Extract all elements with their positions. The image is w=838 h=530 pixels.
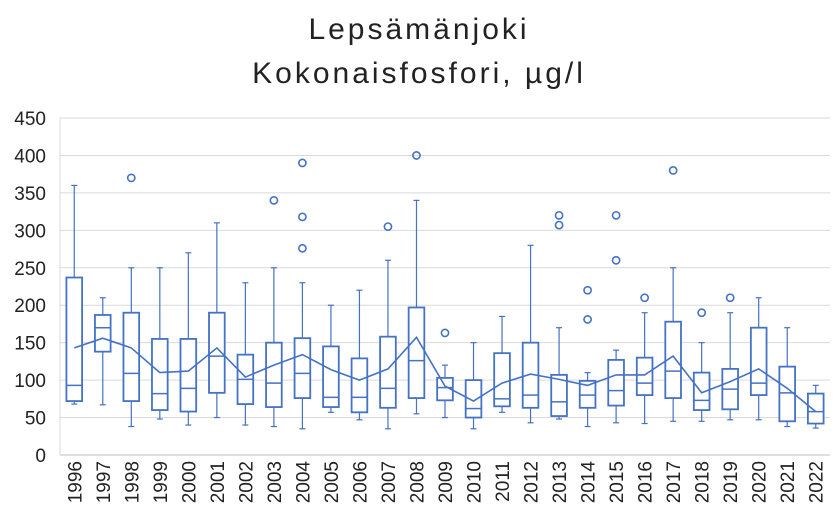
outlier-point bbox=[554, 220, 564, 230]
box bbox=[379, 335, 397, 409]
box bbox=[550, 373, 568, 417]
outlier-point bbox=[383, 222, 393, 231]
x-tick-label: 2011 bbox=[493, 461, 514, 502]
outlier-point bbox=[126, 173, 136, 183]
x-tick-label: 2002 bbox=[236, 461, 257, 503]
outlier-point bbox=[298, 158, 307, 168]
y-tick-label: 50 bbox=[25, 409, 46, 430]
x-tick-label: 2004 bbox=[293, 461, 314, 504]
x-tick-label: 2016 bbox=[636, 461, 657, 503]
outlier-point bbox=[298, 243, 307, 253]
x-tick-label: 2021 bbox=[778, 461, 799, 503]
box bbox=[436, 376, 454, 402]
x-tick-label: 2019 bbox=[721, 461, 742, 503]
x-tick-label: 2009 bbox=[436, 461, 457, 503]
box bbox=[778, 365, 796, 423]
x-tick-label: 2008 bbox=[407, 461, 428, 503]
y-tick-label: 150 bbox=[14, 334, 46, 355]
outlier-point bbox=[269, 195, 279, 205]
x-tick-label: 2010 bbox=[465, 461, 486, 503]
y-tick-label: 450 bbox=[14, 109, 46, 130]
outlier-point bbox=[298, 212, 307, 222]
outlier-point bbox=[583, 285, 592, 295]
box bbox=[293, 337, 312, 399]
box bbox=[208, 311, 226, 394]
x-tick-label: 2000 bbox=[179, 461, 200, 503]
box bbox=[806, 392, 825, 425]
x-tick-label: 2012 bbox=[522, 461, 543, 503]
outlier-point bbox=[640, 293, 650, 303]
box bbox=[151, 338, 169, 411]
y-tick-label: 250 bbox=[14, 259, 46, 280]
box bbox=[265, 341, 283, 408]
y-tick-label: 400 bbox=[14, 146, 46, 167]
mean-line bbox=[74, 336, 817, 413]
outlier-point bbox=[611, 255, 621, 265]
y-tick-label: 200 bbox=[14, 296, 46, 317]
box bbox=[94, 314, 112, 353]
box bbox=[179, 338, 198, 413]
x-tick-label: 2022 bbox=[807, 461, 828, 503]
outlier-point bbox=[554, 210, 564, 220]
x-tick-label: 1998 bbox=[122, 461, 143, 503]
box bbox=[65, 276, 84, 402]
x-tick-label: 1996 bbox=[65, 461, 86, 503]
outlier-point bbox=[697, 308, 707, 318]
outlier-point bbox=[611, 210, 621, 220]
box bbox=[749, 326, 768, 396]
box bbox=[493, 352, 511, 408]
outlier-point bbox=[412, 151, 421, 160]
outlier-point bbox=[668, 166, 678, 175]
chart-title: Lepsämänjoki bbox=[308, 13, 530, 46]
x-tick-label: 2017 bbox=[664, 461, 685, 503]
y-tick-label: 350 bbox=[14, 184, 46, 205]
outlier-point bbox=[440, 328, 450, 338]
y-tick-label: 100 bbox=[14, 371, 46, 392]
box bbox=[350, 357, 369, 414]
x-tick-label: 2007 bbox=[379, 461, 400, 503]
x-tick-label: 2003 bbox=[265, 461, 286, 503]
outlier-point bbox=[725, 293, 735, 303]
x-tick-label: 1999 bbox=[151, 461, 172, 503]
x-tick-label: 2014 bbox=[579, 461, 600, 504]
box bbox=[635, 356, 654, 396]
x-tick-label: 2013 bbox=[550, 461, 571, 503]
x-tick-label: 2005 bbox=[322, 461, 343, 503]
x-tick-label: 2015 bbox=[607, 461, 628, 503]
outlier-point bbox=[583, 315, 592, 324]
box bbox=[122, 311, 141, 402]
chart-subtitle: Kokonaisfosfori, µg/l bbox=[252, 57, 586, 90]
box bbox=[607, 358, 625, 407]
y-tick-label: 0 bbox=[35, 446, 46, 467]
x-tick-label: 2018 bbox=[693, 461, 714, 503]
y-tick-label: 300 bbox=[14, 221, 46, 242]
box bbox=[664, 320, 682, 399]
x-tick-label: 2006 bbox=[350, 461, 371, 503]
box bbox=[322, 345, 340, 408]
chart-title-block: Lepsämänjoki Kokonaisfosfori, µg/l bbox=[0, 8, 838, 96]
x-tick-label: 1997 bbox=[94, 461, 115, 503]
x-tick-label: 2001 bbox=[208, 461, 229, 503]
box bbox=[407, 306, 426, 399]
x-tick-label: 2020 bbox=[750, 461, 771, 503]
